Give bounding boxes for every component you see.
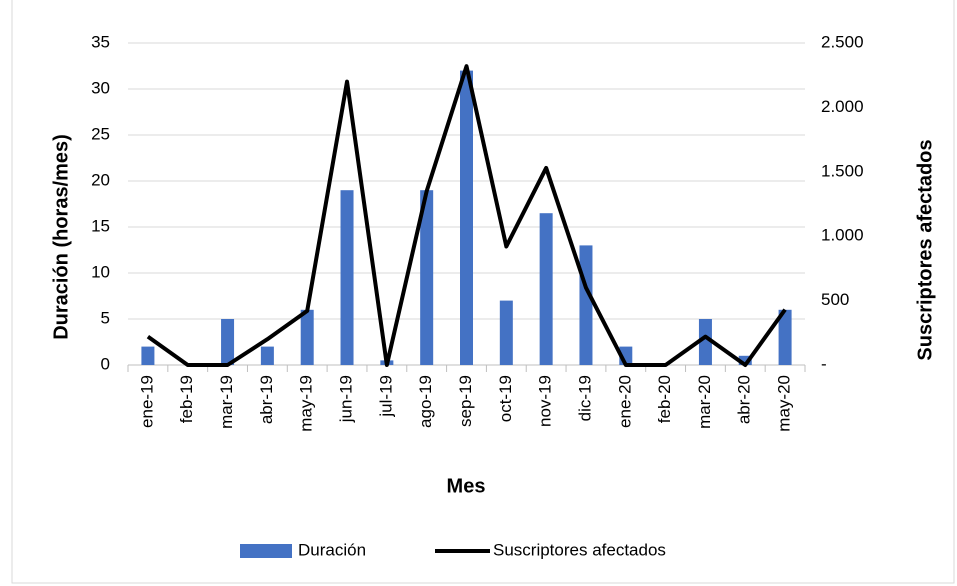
x-tick-label: nov-19 (536, 375, 555, 427)
y-axis-title: Duración (horas/mes) (50, 134, 72, 340)
y-tick-label: 20 (91, 170, 110, 189)
bar (300, 309, 314, 365)
x-tick-label: mar-20 (695, 375, 714, 429)
y2-tick-label: 1.000 (821, 226, 864, 245)
bar (579, 245, 593, 365)
y-tick-label: 15 (91, 216, 110, 235)
x-tick-label: abr-20 (735, 375, 754, 424)
y2-tick-label: - (821, 354, 827, 373)
x-tick-label: dic-19 (575, 375, 594, 421)
x-tick-label: feb-20 (655, 375, 674, 423)
legend-label: Duración (298, 540, 366, 559)
y2-axis-title: Suscriptores afectados (914, 139, 936, 360)
x-tick-label: may-20 (775, 375, 794, 432)
x-axis-title: Mes (447, 475, 486, 497)
y-tick-label: 5 (101, 308, 110, 327)
legend-label: Suscriptores afectados (493, 540, 666, 559)
x-tick-label: mar-19 (217, 375, 236, 429)
bar (141, 346, 155, 365)
legend-swatch (240, 544, 292, 558)
y-tick-label: 25 (91, 124, 110, 143)
x-tick-label: sep-19 (456, 375, 475, 427)
bar (340, 190, 354, 365)
y2-tick-label: 2.500 (821, 32, 864, 51)
bar (738, 355, 752, 365)
y2-tick-label: 2.000 (821, 97, 864, 116)
bar (698, 319, 712, 365)
x-tick-label: feb-19 (177, 375, 196, 423)
x-tick-label: ago-19 (416, 375, 435, 428)
line (146, 64, 787, 367)
x-tick-label: jul-19 (376, 375, 395, 418)
chart-frame (11, 0, 955, 584)
x-tick-label: jun-19 (337, 375, 356, 423)
x-tick-label: ene-19 (137, 375, 156, 428)
y-tick-label: 30 (91, 78, 110, 97)
bar (499, 300, 513, 365)
y-tick-label: 10 (91, 262, 110, 281)
x-tick-label: abr-19 (257, 375, 276, 424)
x-tick-label: oct-19 (496, 375, 515, 422)
y-tick-label: 0 (101, 354, 110, 373)
bar (260, 346, 274, 365)
bar (539, 213, 553, 365)
bar (460, 70, 473, 365)
bar (420, 190, 434, 365)
x-tick-label: may-19 (297, 375, 316, 432)
bar (221, 319, 235, 365)
x-tick-label: ene-20 (615, 375, 634, 428)
y2-tick-label: 1.500 (821, 161, 864, 180)
y-tick-label: 35 (91, 32, 110, 51)
y2-tick-label: 500 (821, 290, 849, 309)
bar (778, 309, 792, 365)
